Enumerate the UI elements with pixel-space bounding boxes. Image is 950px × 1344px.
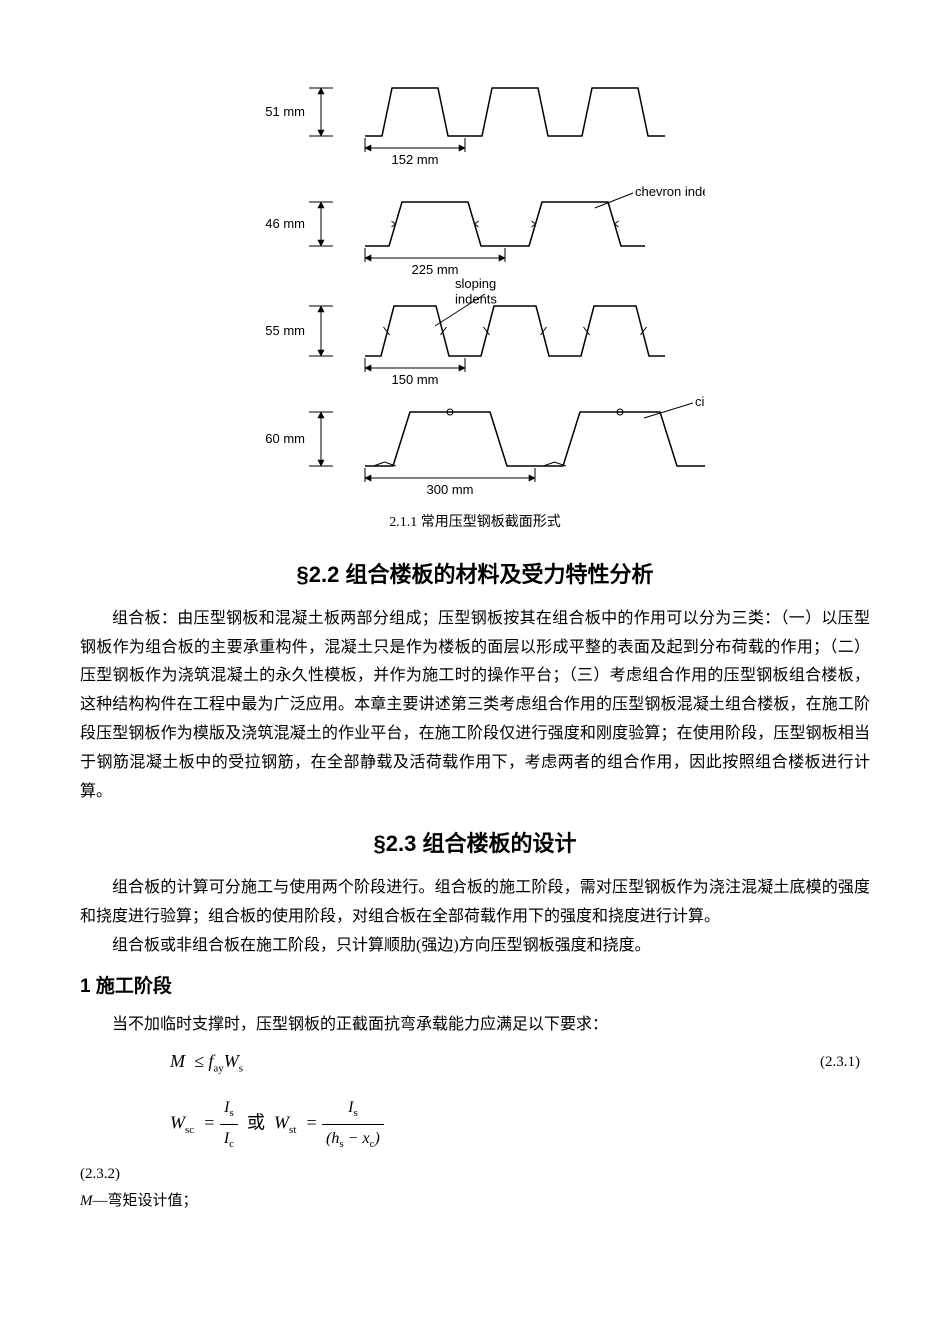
equation-2-3-2: Wsc = Is Ic 或 Wst = Is (hs − xc): [80, 1094, 384, 1155]
section-2-2-heading: §2.2 组合楼板的材料及受力特性分析: [80, 555, 870, 595]
svg-text:55 mm: 55 mm: [265, 323, 305, 338]
profile-diagrams-svg: 51 mm 152 mm 46 mm 225 mm chevron indents 55 …: [245, 60, 705, 500]
section-2-3-paragraph-1: 组合板的计算可分施工与使用两个阶段进行。组合板的施工阶段，需对压型钢板作为浇注混…: [80, 874, 870, 932]
equation-2-3-1-number: (2.3.1): [820, 1049, 870, 1076]
moment-definition: M—弯矩设计值；: [80, 1188, 870, 1215]
svg-text:152 mm: 152 mm: [392, 152, 439, 167]
section-2-3-heading: §2.3 组合楼板的设计: [80, 824, 870, 864]
equation-2-3-2-row: Wsc = Is Ic 或 Wst = Is (hs − xc): [80, 1094, 870, 1155]
svg-text:circular indents: circular indents: [695, 394, 705, 409]
svg-text:slopingindents: slopingindents: [455, 276, 497, 307]
svg-text:51 mm: 51 mm: [265, 104, 305, 119]
svg-text:150 mm: 150 mm: [392, 372, 439, 387]
subsection-1-heading: 1 施工阶段: [80, 970, 870, 1004]
svg-text:225 mm: 225 mm: [412, 262, 459, 277]
svg-text:60 mm: 60 mm: [265, 431, 305, 446]
equation-2-3-2-number: (2.3.2): [80, 1161, 870, 1188]
svg-text:chevron indents: chevron indents: [635, 184, 705, 199]
equation-2-3-1-row: M ≤ fayWs (2.3.1): [80, 1045, 870, 1079]
section-2-3-paragraph-2: 组合板或非组合板在施工阶段，只计算顺肋(强边)方向压型钢板强度和挠度。: [80, 932, 870, 961]
figure-caption: 2.1.1 常用压型钢板截面形式: [80, 510, 870, 535]
section-2-2-paragraph: 组合板：由压型钢板和混凝土板两部分组成；压型钢板按其在组合板中的作用可以分为三类…: [80, 605, 870, 807]
profile-figure: 51 mm 152 mm 46 mm 225 mm chevron indents 55 …: [80, 60, 870, 500]
svg-text:300 mm: 300 mm: [427, 482, 474, 497]
svg-text:46 mm: 46 mm: [265, 216, 305, 231]
subsection-1-paragraph: 当不加临时支撑时，压型钢板的正截面抗弯承载能力应满足以下要求：: [80, 1011, 870, 1040]
equation-2-3-1: M ≤ fayWs: [80, 1045, 243, 1079]
